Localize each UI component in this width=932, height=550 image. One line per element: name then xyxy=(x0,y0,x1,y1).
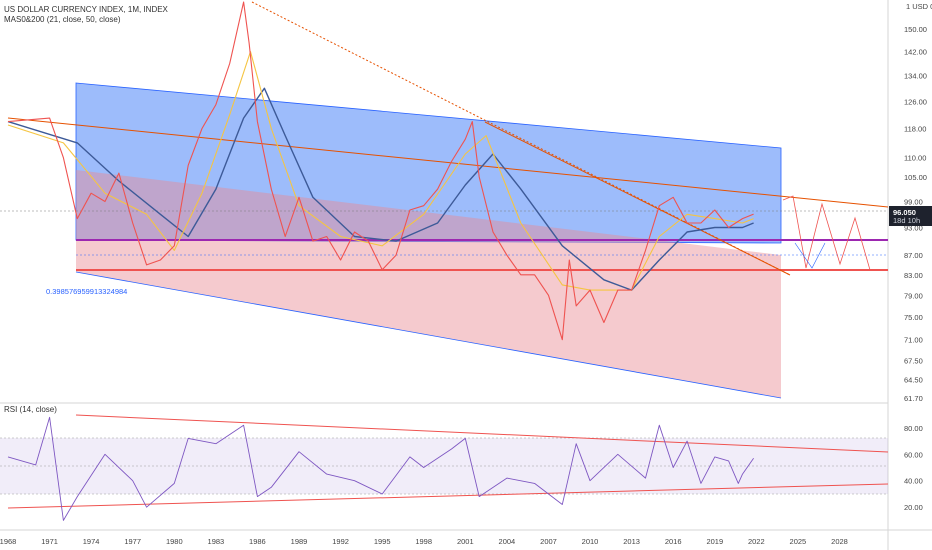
price-tick-label: 93.00 xyxy=(904,224,923,233)
time-tick-label: 2007 xyxy=(540,537,557,546)
time-tick-label: 1977 xyxy=(124,537,141,546)
time-tick-label: 1995 xyxy=(374,537,391,546)
time-tick-label: 2019 xyxy=(706,537,723,546)
time-tick-label: 1968 xyxy=(0,537,16,546)
time-tick-label: 1986 xyxy=(249,537,266,546)
trend-lines[interactable] xyxy=(7,1,889,276)
rsi-tick-label: 40.00 xyxy=(904,477,923,486)
series-ma21[interactable] xyxy=(7,51,754,291)
price-tick-label: 64.50 xyxy=(904,376,923,385)
rsi-title[interactable]: RSI (14, close) xyxy=(4,405,57,414)
price-tick-label: 110.00 xyxy=(904,154,926,163)
time-tick-label: 2004 xyxy=(499,537,516,546)
time-tick-label: 1989 xyxy=(291,537,308,546)
price-tick-label: 126.00 xyxy=(904,97,927,106)
projection-zigzag[interactable] xyxy=(782,195,871,271)
price-line[interactable] xyxy=(7,1,754,341)
horizontal-levels[interactable] xyxy=(0,210,888,271)
rsi-pane[interactable] xyxy=(0,414,889,509)
price-tick-label: 75.00 xyxy=(904,313,923,322)
time-tick-label: 2028 xyxy=(831,537,848,546)
series-ma50[interactable] xyxy=(7,87,754,291)
rsi-axis[interactable]: 80.00 60.00 40.00 20.00 xyxy=(904,424,923,512)
time-tick-label: 1992 xyxy=(332,537,349,546)
price-tick-label: 61.70 xyxy=(904,394,923,403)
price-countdown: 18d 10h xyxy=(893,216,920,225)
price-tick-label: 79.00 xyxy=(904,291,923,300)
series-close[interactable] xyxy=(7,1,754,341)
ma21-line[interactable] xyxy=(7,51,754,291)
price-tick-label: 67.50 xyxy=(904,357,923,366)
price-tick-label: 83.00 xyxy=(904,271,923,280)
time-tick-label: 1974 xyxy=(83,537,100,546)
price-tick-label: 142.00 xyxy=(904,48,927,57)
time-tick-label: 1980 xyxy=(166,537,183,546)
rsi-line[interactable] xyxy=(7,416,754,521)
time-tick-label: 2001 xyxy=(457,537,474,546)
time-tick-label: 2013 xyxy=(623,537,640,546)
price-tick-label: 87.00 xyxy=(904,251,923,260)
series-rsi[interactable] xyxy=(7,416,754,521)
rsi-tick-label: 80.00 xyxy=(904,424,923,433)
time-tick-label: 1971 xyxy=(41,537,58,546)
fib-label: 0.398576959913324984 xyxy=(46,287,127,296)
price-value: 96.050 xyxy=(893,208,916,217)
time-axis[interactable]: 1968 1971 1974 1977 1980 1983 1986 1989 1992 1995… xyxy=(0,537,848,546)
price-tick-label: 150.00 xyxy=(904,25,927,34)
price-tick-label: 99.00 xyxy=(904,198,923,207)
rsi-tick-label: 60.00 xyxy=(904,450,923,459)
time-tick-label: 1998 xyxy=(415,537,432,546)
rsi-tick-label: 20.00 xyxy=(904,503,923,512)
channel-blue[interactable] xyxy=(75,82,782,244)
time-tick-label: 2010 xyxy=(582,537,599,546)
time-tick-label: 2022 xyxy=(748,537,765,546)
ma50-line[interactable] xyxy=(7,87,754,291)
price-tick-label: 105.00 xyxy=(904,173,927,182)
price-tick-label: 118.00 xyxy=(904,125,926,134)
channel-red[interactable] xyxy=(75,170,782,399)
indicator-legend[interactable]: MAS0&200 (21, close, 50, close) xyxy=(4,15,121,24)
price-tick-label: 71.00 xyxy=(904,336,923,345)
chart-title: US DOLLAR CURRENCY INDEX, 1M, INDEX xyxy=(4,5,168,14)
time-tick-label: 2016 xyxy=(665,537,682,546)
scale-label[interactable]: 1 USD 0 xyxy=(906,2,932,11)
price-tick-label: 134.00 xyxy=(904,72,927,81)
price-axis[interactable]: 150.00 142.00 134.00 126.00 118.00 110.00 105.… xyxy=(904,25,927,403)
current-price-tag: 96.050 18d 10h xyxy=(889,206,932,226)
time-tick-label: 2025 xyxy=(790,537,807,546)
time-tick-label: 1983 xyxy=(208,537,225,546)
